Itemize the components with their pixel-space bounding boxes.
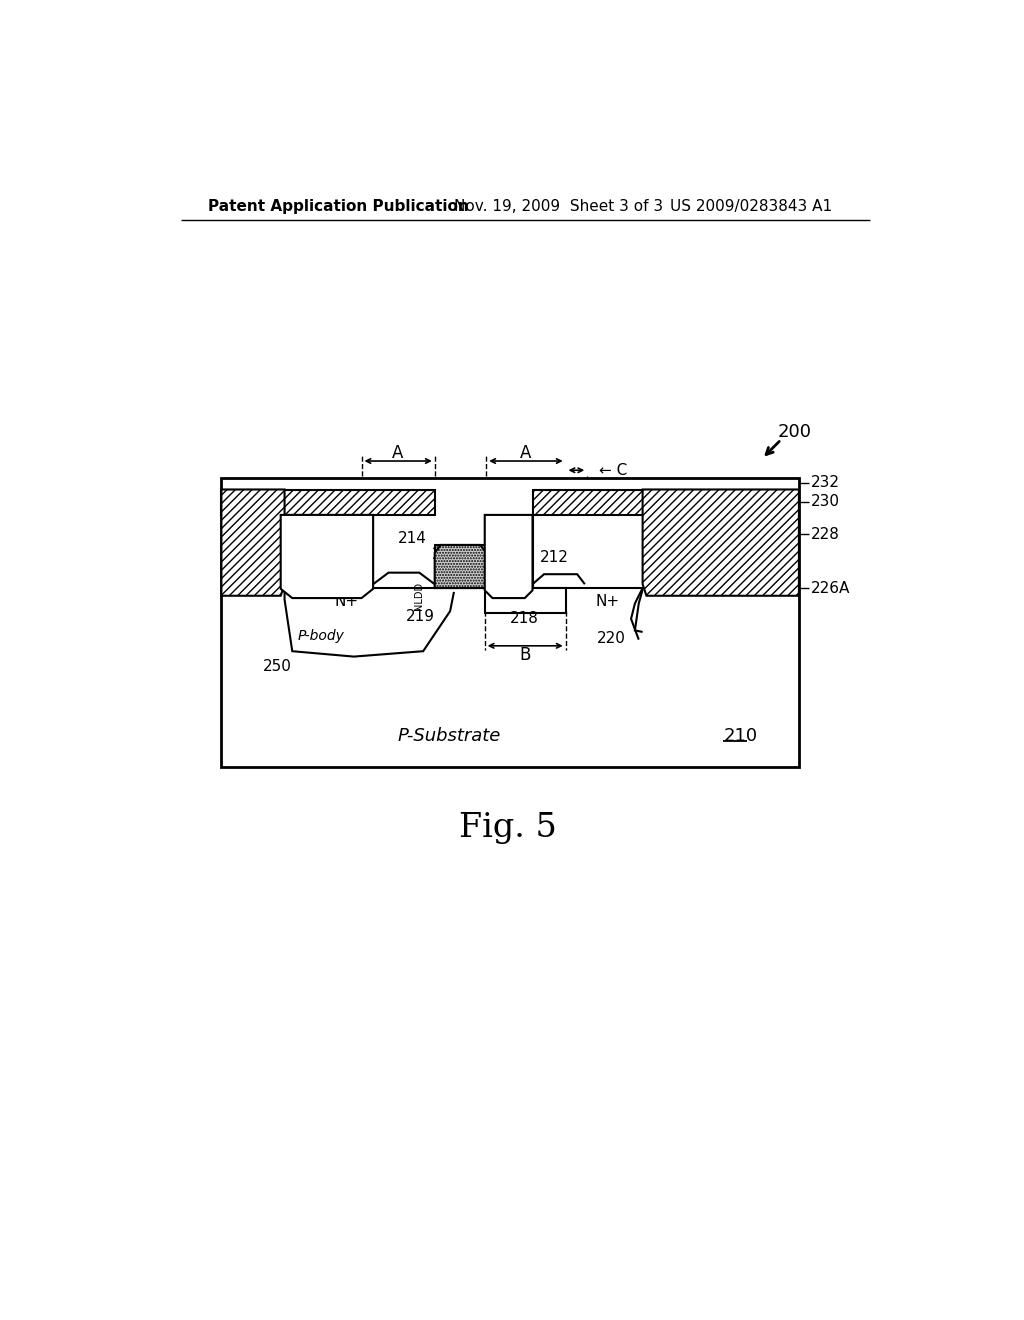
Text: 214: 214 <box>398 531 427 545</box>
Text: 228: 228 <box>810 527 840 541</box>
Text: A: A <box>520 445 531 462</box>
Bar <box>484 516 532 586</box>
Polygon shape <box>484 515 532 598</box>
Text: 250: 250 <box>262 659 291 675</box>
Text: B: B <box>519 645 530 664</box>
Bar <box>435 545 486 589</box>
Text: Fig. 5: Fig. 5 <box>459 812 557 845</box>
Text: N+: N+ <box>596 594 620 609</box>
Text: 232: 232 <box>810 475 840 490</box>
Text: 216: 216 <box>432 548 461 562</box>
Bar <box>532 490 799 515</box>
Text: US 2009/0283843 A1: US 2009/0283843 A1 <box>670 198 831 214</box>
Text: N+: N+ <box>334 594 358 609</box>
Text: 219: 219 <box>406 609 434 624</box>
Polygon shape <box>643 490 799 595</box>
Text: 222: 222 <box>286 558 314 574</box>
Polygon shape <box>435 545 486 589</box>
Polygon shape <box>221 490 285 595</box>
Text: Patent Application Publication: Patent Application Publication <box>208 198 468 214</box>
Text: NLDD: NLDD <box>415 582 424 610</box>
Text: Nov. 19, 2009  Sheet 3 of 3: Nov. 19, 2009 Sheet 3 of 3 <box>454 198 664 214</box>
Text: NLDD: NLDD <box>503 591 547 606</box>
Text: 212: 212 <box>541 549 569 565</box>
Text: ← C: ← C <box>599 463 627 478</box>
Text: FOX: FOX <box>239 552 269 566</box>
Text: P-Substrate: P-Substrate <box>397 727 501 744</box>
Polygon shape <box>484 589 565 612</box>
Text: BPSG: BPSG <box>685 532 730 550</box>
Text: A: A <box>392 445 403 462</box>
Text: 218: 218 <box>510 611 540 627</box>
Text: P-body: P-body <box>298 628 345 643</box>
Text: FOX: FOX <box>680 552 710 566</box>
Text: 220: 220 <box>597 631 627 645</box>
Text: 230: 230 <box>810 494 840 510</box>
Text: 200: 200 <box>777 422 811 441</box>
Bar <box>281 516 373 582</box>
Bar <box>221 490 435 515</box>
Bar <box>221 478 799 767</box>
Text: 210: 210 <box>724 727 758 744</box>
Polygon shape <box>281 515 373 598</box>
Text: 226A: 226A <box>810 581 850 595</box>
